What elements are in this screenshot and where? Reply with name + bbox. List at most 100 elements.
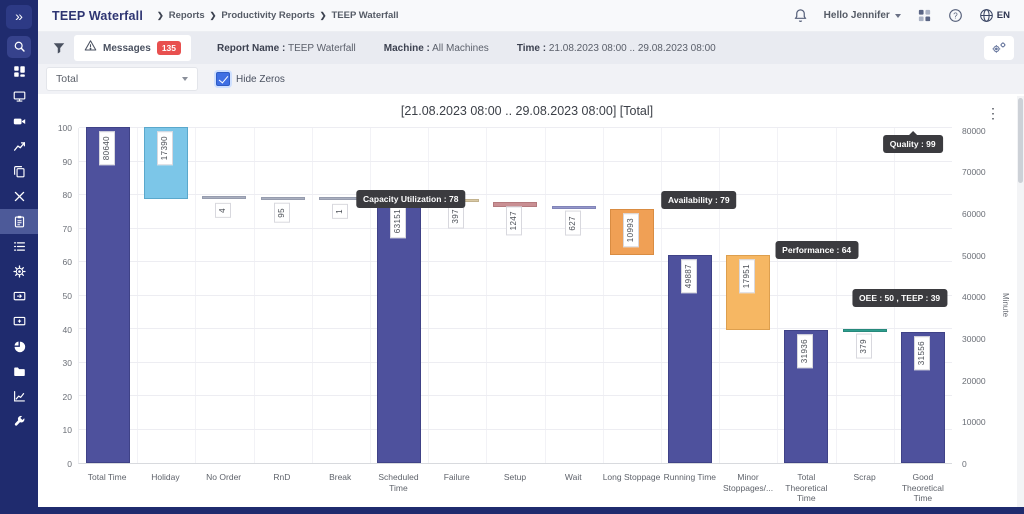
horizontal-gridline bbox=[79, 361, 952, 363]
sidebar-item-search[interactable] bbox=[0, 34, 38, 59]
y-axis-right-tick: 40000 bbox=[962, 292, 986, 303]
sidebar-item-screen-add[interactable] bbox=[0, 309, 38, 334]
bar-value-label: 4 bbox=[215, 203, 232, 219]
y-axis-right-tick: 10000 bbox=[962, 417, 986, 428]
bar-value-label: 31936 bbox=[797, 333, 814, 369]
screen-add-icon bbox=[12, 315, 26, 329]
messages-label: Messages bbox=[103, 42, 151, 54]
trend-chart-icon bbox=[12, 140, 26, 154]
report-info-item: Time : 21.08.2023 08:00 .. 29.08.2023 08… bbox=[516, 42, 716, 54]
chart-column: 1247 bbox=[486, 128, 544, 463]
messages-count-badge: 135 bbox=[156, 41, 181, 55]
kpi-tooltip: OEE : 50 , TEEP : 39 bbox=[852, 288, 948, 307]
kpi-tooltip: Availability : 79 bbox=[661, 191, 737, 210]
group-by-select[interactable]: Total bbox=[46, 67, 198, 91]
y-axis-left-tick: 60 bbox=[62, 257, 72, 268]
sidebar-item-screen-session[interactable] bbox=[0, 284, 38, 309]
bar-value-label: 17951 bbox=[739, 259, 756, 294]
bell-icon[interactable] bbox=[793, 8, 808, 23]
gears-icon bbox=[990, 41, 1008, 55]
horizontal-gridline bbox=[79, 127, 952, 128]
search-icon bbox=[12, 40, 26, 54]
vertical-gridline bbox=[602, 128, 604, 463]
x-axis-label: Wait bbox=[564, 472, 582, 482]
report-info-item: Report Name : TEEP Waterfall bbox=[217, 42, 356, 54]
x-axis-label: RnD bbox=[273, 472, 291, 482]
sidebar-item-monitor[interactable] bbox=[0, 84, 38, 109]
breadcrumb-item-productivity-reports[interactable]: Productivity Reports bbox=[221, 10, 315, 21]
horizontal-gridline bbox=[79, 395, 952, 396]
scrollbar-thumb[interactable] bbox=[1018, 98, 1023, 183]
y-axis-left-tick: 50 bbox=[62, 291, 72, 301]
vertical-gridline bbox=[544, 128, 546, 463]
hide-zeros-control: Hide Zeros bbox=[216, 72, 285, 86]
bar-value-label: 627 bbox=[564, 210, 581, 236]
bar-value-label: 31556 bbox=[913, 335, 930, 370]
chart-column: 31556 bbox=[894, 128, 952, 463]
hide-zeros-checkbox[interactable] bbox=[216, 72, 230, 86]
bar-scheduled-time[interactable] bbox=[377, 199, 422, 463]
chart-column: 10993 bbox=[603, 128, 661, 463]
vertical-gridline bbox=[428, 128, 430, 463]
sidebar-item-list[interactable] bbox=[0, 234, 38, 259]
sidebar-item-pie-chart[interactable] bbox=[0, 334, 38, 359]
vertical-gridline bbox=[369, 128, 371, 463]
sidebar-item-tools[interactable] bbox=[0, 184, 38, 209]
bar-rnd[interactable] bbox=[260, 196, 305, 200]
bar-scrap[interactable] bbox=[842, 328, 887, 332]
vertical-gridline bbox=[195, 128, 197, 463]
y-axis-right-tick: 70000 bbox=[962, 167, 986, 178]
bar-value-label: 1247 bbox=[506, 205, 523, 235]
bar-value-label: 379 bbox=[855, 333, 872, 359]
chart-area: 100 90 80 70 60 50 40 30 20 10 0 80640 17390 4 95 1 631… bbox=[48, 122, 1010, 503]
horizontal-gridline bbox=[79, 261, 952, 262]
sidebar-item-dashboard[interactable] bbox=[0, 59, 38, 84]
filter-row: Total Hide Zeros bbox=[38, 64, 1024, 94]
user-menu[interactable]: Hello Jennifer bbox=[824, 10, 901, 21]
y-axis-left-tick: 10 bbox=[62, 425, 72, 436]
sidebar-item-analytics[interactable] bbox=[0, 384, 38, 409]
bar-no-order[interactable] bbox=[202, 196, 247, 200]
bar-running-time[interactable] bbox=[668, 255, 713, 463]
bar-total-time[interactable] bbox=[86, 127, 131, 463]
apps-grid-icon[interactable] bbox=[917, 8, 932, 23]
chart-column: 63151 bbox=[370, 128, 428, 463]
sidebar-item-wrench[interactable] bbox=[0, 409, 38, 434]
report-info-item: Machine : All Machines bbox=[383, 42, 489, 54]
chart-column: 379 bbox=[836, 128, 894, 463]
report-settings-button[interactable] bbox=[984, 36, 1014, 60]
messages-button[interactable]: Messages 135 bbox=[74, 35, 191, 61]
x-axis-label: Setup bbox=[503, 472, 527, 482]
sidebar-item-trend-chart[interactable] bbox=[0, 134, 38, 159]
horizontal-gridline bbox=[79, 428, 952, 430]
help-icon[interactable]: ? bbox=[948, 8, 963, 23]
x-axis-label: Total Time bbox=[87, 472, 127, 482]
vertical-gridline bbox=[253, 128, 255, 463]
y-axis-right-tick: 50000 bbox=[962, 250, 986, 261]
bottom-bar bbox=[0, 507, 1024, 514]
sidebar-expand-button[interactable]: » bbox=[0, 0, 38, 34]
report-info: Report Name : TEEP Waterfall Machine : Al… bbox=[217, 43, 716, 54]
pie-chart-icon bbox=[12, 340, 26, 354]
chevron-down-icon bbox=[894, 13, 901, 18]
filter-funnel-icon[interactable] bbox=[52, 41, 66, 55]
sidebar-item-folder[interactable] bbox=[0, 359, 38, 384]
language-selector[interactable]: EN bbox=[979, 8, 1010, 23]
group-by-value: Total bbox=[56, 73, 79, 85]
monitor-icon bbox=[12, 90, 26, 104]
tools-icon bbox=[12, 190, 26, 204]
sidebar-item-copy[interactable] bbox=[0, 159, 38, 184]
header: TEEP Waterfall ❯ Reports ❯ Productivity … bbox=[38, 0, 1024, 32]
horizontal-gridline bbox=[79, 160, 952, 162]
page-scrollbar[interactable] bbox=[1017, 96, 1024, 507]
sidebar-item-settings[interactable] bbox=[0, 259, 38, 284]
sidebar-item-report-clipboard[interactable] bbox=[0, 209, 38, 234]
bar-wait[interactable] bbox=[551, 206, 596, 210]
sidebar-item-video-camera[interactable] bbox=[0, 109, 38, 134]
breadcrumb-item-teep-waterfall[interactable]: TEEP Waterfall bbox=[331, 10, 399, 21]
chart-menu-button[interactable]: ⋮ bbox=[986, 105, 1000, 121]
breadcrumb-item-reports[interactable]: Reports bbox=[168, 10, 205, 21]
y-axis-left-tick: 90 bbox=[62, 156, 72, 167]
x-axis-label: Holiday bbox=[151, 472, 180, 482]
vertical-gridline bbox=[311, 128, 313, 463]
